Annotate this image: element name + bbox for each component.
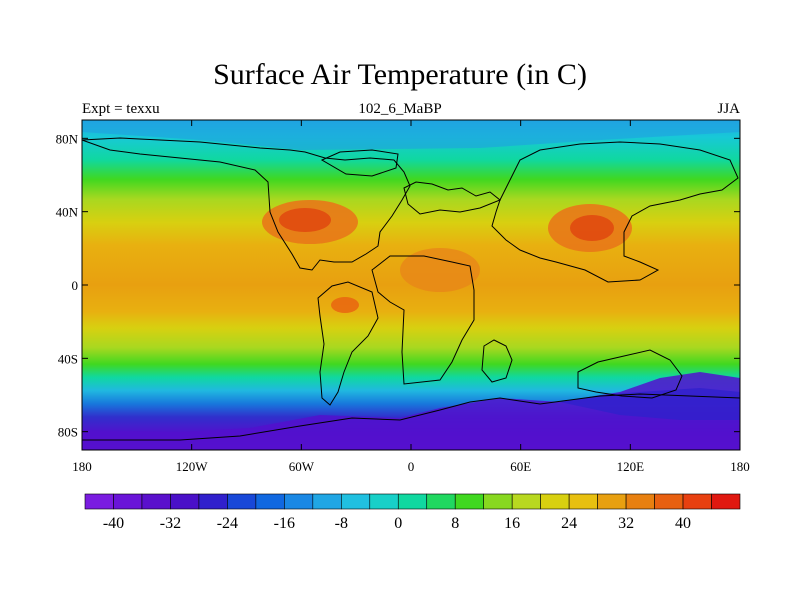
colorbar-swatch	[511, 493, 541, 510]
colorbar-label: 40	[675, 515, 691, 532]
hot-spot-asia	[570, 215, 614, 241]
lon-tick-label: 60W	[289, 459, 315, 474]
colorbar-swatch	[568, 493, 598, 510]
colorbar-swatch	[312, 493, 342, 510]
colorbar-swatch	[198, 493, 228, 510]
colorbar-swatch	[113, 493, 143, 510]
lon-tick-label: 180	[730, 459, 750, 474]
colorbar-swatch	[141, 493, 171, 510]
colorbar-swatch	[255, 493, 285, 510]
coastline-south-america	[317, 281, 379, 406]
colorbar-swatch	[711, 493, 741, 510]
colorbar-label: 32	[618, 515, 634, 532]
lon-tick-label: 60E	[510, 459, 531, 474]
colorbar-swatch	[597, 493, 627, 510]
colorbar-label: -8	[335, 515, 348, 532]
colorbar-label: -40	[103, 515, 124, 532]
period-label: 102_6_MaBP	[358, 101, 442, 117]
page-title: Surface Air Temperature (in C)	[213, 58, 587, 91]
latitude-ticks: 80N 40N 0 40S 80S	[56, 131, 740, 440]
cold-antarctic-field	[82, 372, 740, 450]
lat-tick-label: 0	[72, 278, 79, 293]
coastline-antarctica	[82, 393, 741, 441]
lon-tick-label: 0	[408, 459, 415, 474]
colorbar-swatch	[654, 493, 684, 510]
coastline-africa	[371, 255, 475, 385]
lon-tick-label: 120E	[617, 459, 645, 474]
colorbar-swatch	[369, 493, 399, 510]
temperature-field	[82, 120, 740, 450]
coastline-north-america	[81, 137, 411, 271]
coastline-australia	[577, 349, 683, 399]
warm-anomaly-south-america	[331, 297, 359, 313]
colorbar-swatch	[426, 493, 456, 510]
colorbar-swatch	[84, 493, 114, 510]
colorbar-label: -16	[274, 515, 295, 532]
colorbar-label: -32	[160, 515, 181, 532]
colorbar-swatch	[625, 493, 655, 510]
coastline-europe	[403, 181, 501, 215]
colorbar-label: 8	[451, 515, 459, 532]
coastline-greenland	[320, 149, 399, 177]
longitude-ticks: 180 120W 60W 0 60E 120E 180	[72, 120, 750, 474]
warm-anomaly-africa	[400, 248, 480, 292]
season-label: JJA	[717, 101, 740, 117]
lat-tick-label: 40S	[58, 351, 78, 366]
colorbar-label: 0	[394, 515, 402, 532]
colorbar-swatch	[682, 493, 712, 510]
lon-tick-label: 120W	[176, 459, 209, 474]
cool-arctic-field	[82, 120, 740, 150]
colorbar-label: -24	[217, 515, 238, 532]
lon-tick-label: 180	[72, 459, 92, 474]
experiment-label: Expt = texxu	[82, 101, 160, 117]
hot-spot-north-america	[279, 208, 331, 232]
coastline-madagascar	[481, 339, 513, 383]
colorbar-swatch	[397, 493, 428, 510]
continent-outlines	[81, 137, 741, 441]
colorbar-swatch	[454, 493, 484, 510]
lat-tick-label: 80N	[56, 131, 79, 146]
colorbar-swatch	[227, 493, 257, 510]
colorbar-label: 24	[561, 515, 577, 532]
colorbar-swatch	[170, 493, 200, 510]
colorbar: -40 -32 -24 -16 -8 0 8 16 24 32 40	[84, 493, 741, 532]
colorbar-swatch	[483, 493, 513, 510]
coastline-asia	[491, 141, 739, 283]
lat-tick-label: 80S	[58, 425, 78, 440]
colorbar-swatch	[284, 493, 314, 510]
colorbar-label: 16	[504, 515, 520, 532]
colorbar-swatch	[540, 493, 570, 510]
colorbar-swatch	[341, 493, 371, 510]
lat-tick-label: 40N	[56, 205, 79, 220]
